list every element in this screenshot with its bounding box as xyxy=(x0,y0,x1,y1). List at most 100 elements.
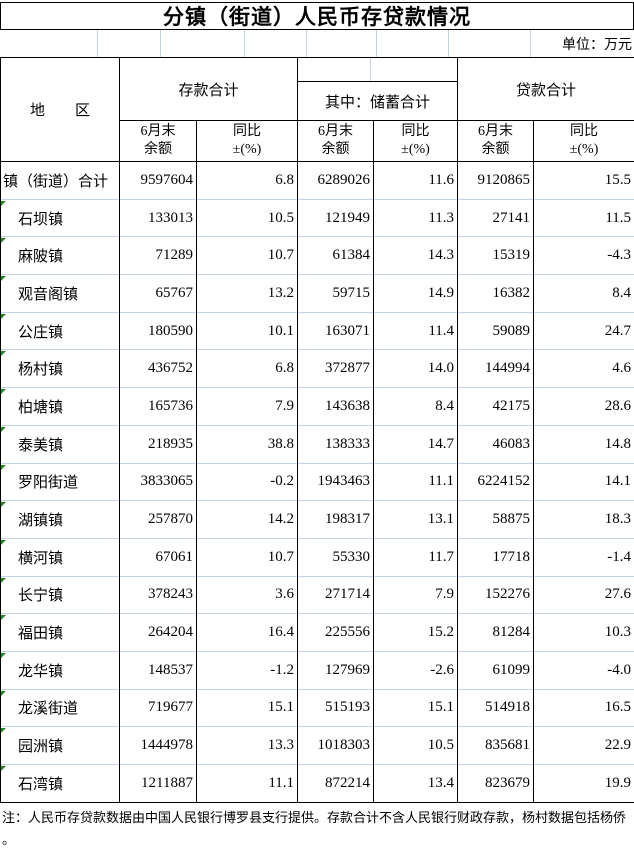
region-cell[interactable]: 横河镇 xyxy=(1,538,120,576)
header-savings-group-cell[interactable]: 其中：储蓄合计 xyxy=(298,58,458,121)
loan-balance-cell[interactable]: 6224152 xyxy=(458,463,534,501)
savings-yoy-cell[interactable]: 15.1 xyxy=(374,689,458,727)
header-loan-group[interactable]: 贷款合计 xyxy=(458,58,634,121)
deposit-yoy-cell[interactable]: 38.8 xyxy=(197,425,298,463)
savings-balance-cell[interactable]: 121949 xyxy=(298,199,374,237)
region-cell[interactable]: 泰美镇 xyxy=(1,425,120,463)
savings-yoy-cell[interactable]: 11.7 xyxy=(374,538,458,576)
savings-balance-cell[interactable]: 138333 xyxy=(298,425,374,463)
deposit-balance-cell[interactable]: 378243 xyxy=(120,576,197,614)
loan-yoy-cell[interactable]: 18.3 xyxy=(534,501,634,539)
deposit-balance-cell[interactable]: 264204 xyxy=(120,614,197,652)
loan-balance-cell[interactable]: 59089 xyxy=(458,312,534,350)
region-cell[interactable]: 石湾镇 xyxy=(1,765,120,803)
region-cell[interactable]: 观音阁镇 xyxy=(1,275,120,313)
savings-balance-cell[interactable]: 372877 xyxy=(298,350,374,388)
savings-yoy-cell[interactable]: 10.5 xyxy=(374,727,458,765)
region-cell[interactable]: 杨村镇 xyxy=(1,350,120,388)
deposit-balance-cell[interactable]: 3833065 xyxy=(120,463,197,501)
savings-balance-cell[interactable]: 127969 xyxy=(298,651,374,689)
savings-yoy-cell[interactable]: 14.3 xyxy=(374,237,458,275)
savings-balance-cell[interactable]: 61384 xyxy=(298,237,374,275)
loan-yoy-cell[interactable]: 11.5 xyxy=(534,199,634,237)
header-loan-balance[interactable]: 6月末 余额 xyxy=(458,121,534,162)
region-cell[interactable]: 长宁镇 xyxy=(1,576,120,614)
loan-yoy-cell[interactable]: 14.1 xyxy=(534,463,634,501)
savings-yoy-cell[interactable]: 11.4 xyxy=(374,312,458,350)
deposit-yoy-cell[interactable]: 6.8 xyxy=(197,162,298,200)
deposit-yoy-cell[interactable]: 15.1 xyxy=(197,689,298,727)
loan-balance-cell[interactable]: 514918 xyxy=(458,689,534,727)
loan-yoy-cell[interactable]: 24.7 xyxy=(534,312,634,350)
deposit-yoy-cell[interactable]: 13.2 xyxy=(197,275,298,313)
region-cell[interactable]: 龙华镇 xyxy=(1,651,120,689)
loan-balance-cell[interactable]: 61099 xyxy=(458,651,534,689)
region-cell[interactable]: 镇（街道）合计 xyxy=(1,162,120,200)
savings-yoy-cell[interactable]: 15.2 xyxy=(374,614,458,652)
savings-balance-cell[interactable]: 143638 xyxy=(298,388,374,426)
loan-balance-cell[interactable]: 16382 xyxy=(458,275,534,313)
loan-yoy-cell[interactable]: 22.9 xyxy=(534,727,634,765)
savings-yoy-cell[interactable]: 11.6 xyxy=(374,162,458,200)
deposit-balance-cell[interactable]: 180590 xyxy=(120,312,197,350)
loan-yoy-cell[interactable]: 28.6 xyxy=(534,388,634,426)
region-cell[interactable]: 龙溪街道 xyxy=(1,689,120,727)
deposit-balance-cell[interactable]: 436752 xyxy=(120,350,197,388)
region-cell[interactable]: 麻陂镇 xyxy=(1,237,120,275)
savings-balance-cell[interactable]: 515193 xyxy=(298,689,374,727)
loan-yoy-cell[interactable]: -1.4 xyxy=(534,538,634,576)
loan-yoy-cell[interactable]: 10.3 xyxy=(534,614,634,652)
deposit-yoy-cell[interactable]: 11.1 xyxy=(197,765,298,803)
savings-balance-cell[interactable]: 163071 xyxy=(298,312,374,350)
loan-yoy-cell[interactable]: 19.9 xyxy=(534,765,634,803)
savings-balance-cell[interactable]: 271714 xyxy=(298,576,374,614)
loan-yoy-cell[interactable]: 14.8 xyxy=(534,425,634,463)
header-deposit-yoy[interactable]: 同比 ±(%) xyxy=(197,121,298,162)
deposit-balance-cell[interactable]: 71289 xyxy=(120,237,197,275)
loan-balance-cell[interactable]: 42175 xyxy=(458,388,534,426)
deposit-yoy-cell[interactable]: 10.5 xyxy=(197,199,298,237)
savings-yoy-cell[interactable]: 13.4 xyxy=(374,765,458,803)
header-savings-yoy[interactable]: 同比 ±(%) xyxy=(374,121,458,162)
savings-yoy-cell[interactable]: 11.3 xyxy=(374,199,458,237)
region-cell[interactable]: 园洲镇 xyxy=(1,727,120,765)
loan-yoy-cell[interactable]: -4.3 xyxy=(534,237,634,275)
loan-balance-cell[interactable]: 144994 xyxy=(458,350,534,388)
region-cell[interactable]: 福田镇 xyxy=(1,614,120,652)
deposit-balance-cell[interactable]: 218935 xyxy=(120,425,197,463)
savings-yoy-cell[interactable]: 13.1 xyxy=(374,501,458,539)
savings-balance-cell[interactable]: 225556 xyxy=(298,614,374,652)
loan-yoy-cell[interactable]: 4.6 xyxy=(534,350,634,388)
region-cell[interactable]: 石坝镇 xyxy=(1,199,120,237)
deposit-yoy-cell[interactable]: 3.6 xyxy=(197,576,298,614)
loan-balance-cell[interactable]: 58875 xyxy=(458,501,534,539)
header-region[interactable]: 地 区 xyxy=(1,58,120,162)
header-savings-balance[interactable]: 6月末 余额 xyxy=(298,121,374,162)
loan-balance-cell[interactable]: 46083 xyxy=(458,425,534,463)
savings-yoy-cell[interactable]: 7.9 xyxy=(374,576,458,614)
deposit-balance-cell[interactable]: 9597604 xyxy=(120,162,197,200)
region-cell[interactable]: 湖镇镇 xyxy=(1,501,120,539)
region-cell[interactable]: 罗阳街道 xyxy=(1,463,120,501)
loan-balance-cell[interactable]: 81284 xyxy=(458,614,534,652)
header-deposit-balance[interactable]: 6月末 余额 xyxy=(120,121,197,162)
savings-yoy-cell[interactable]: 11.1 xyxy=(374,463,458,501)
loan-yoy-cell[interactable]: 8.4 xyxy=(534,275,634,313)
deposit-yoy-cell[interactable]: 6.8 xyxy=(197,350,298,388)
deposit-yoy-cell[interactable]: 10.7 xyxy=(197,237,298,275)
loan-yoy-cell[interactable]: -4.0 xyxy=(534,651,634,689)
loan-yoy-cell[interactable]: 27.6 xyxy=(534,576,634,614)
savings-balance-cell[interactable]: 55330 xyxy=(298,538,374,576)
deposit-balance-cell[interactable]: 1211887 xyxy=(120,765,197,803)
savings-balance-cell[interactable]: 6289026 xyxy=(298,162,374,200)
deposit-balance-cell[interactable]: 133013 xyxy=(120,199,197,237)
loan-balance-cell[interactable]: 17718 xyxy=(458,538,534,576)
deposit-yoy-cell[interactable]: 16.4 xyxy=(197,614,298,652)
savings-balance-cell[interactable]: 1943463 xyxy=(298,463,374,501)
deposit-yoy-cell[interactable]: 10.1 xyxy=(197,312,298,350)
deposit-balance-cell[interactable]: 719677 xyxy=(120,689,197,727)
deposit-balance-cell[interactable]: 148537 xyxy=(120,651,197,689)
loan-balance-cell[interactable]: 152276 xyxy=(458,576,534,614)
loan-yoy-cell[interactable]: 15.5 xyxy=(534,162,634,200)
header-loan-yoy[interactable]: 同比 ±(%) xyxy=(534,121,634,162)
